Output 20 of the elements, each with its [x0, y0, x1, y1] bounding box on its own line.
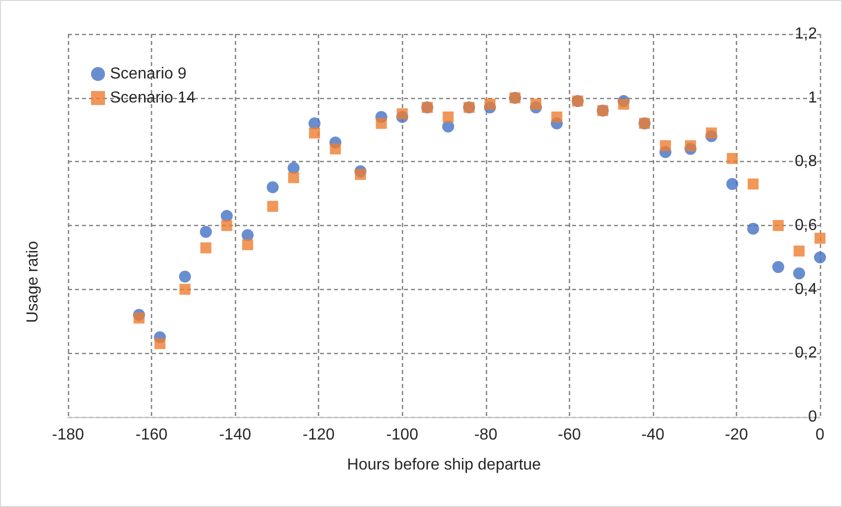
x-tick-label: -20 — [724, 426, 748, 444]
x-tick-label: -180 — [52, 426, 84, 444]
x-tick-label: -160 — [136, 426, 168, 444]
x-axis-title: Hours before ship departue — [347, 456, 542, 474]
y-tick-label: 1 — [808, 89, 818, 106]
legend-label: Scenario 9 — [110, 66, 187, 82]
x-tick-label: -140 — [219, 426, 252, 444]
x-tick-label: -80 — [474, 426, 498, 444]
x-tick-label: -100 — [386, 426, 418, 444]
y-tick-label: 0 — [808, 408, 818, 426]
y-axis-title: Usage ratio — [24, 240, 42, 323]
y-tick-label: 1,2 — [794, 26, 818, 42]
legend-label: Scenario 14 — [110, 90, 196, 106]
x-tick-label: -60 — [558, 426, 581, 444]
y-tick-label: 0,8 — [794, 153, 818, 170]
y-tick-label: 0,2 — [794, 344, 818, 362]
y-tick-label: 0,6 — [794, 217, 818, 234]
x-tick-label: -120 — [302, 426, 335, 444]
x-tick-label: -40 — [641, 426, 665, 444]
y-tick-label: 0,4 — [794, 280, 818, 298]
